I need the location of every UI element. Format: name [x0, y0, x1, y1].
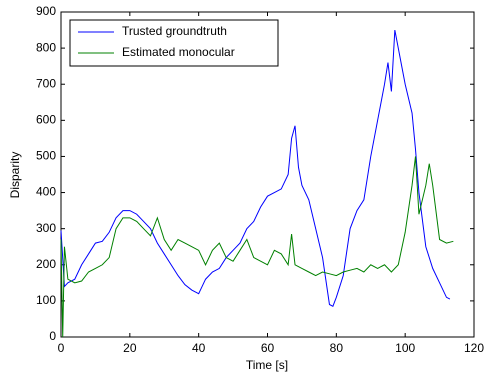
x-tick-label: 20	[123, 341, 137, 355]
y-axis-label: Disparity	[8, 152, 22, 199]
legend-label: Trusted groundtruth	[122, 24, 227, 38]
x-axis-label: Time [s]	[246, 358, 288, 372]
y-tick-label: 300	[36, 221, 56, 235]
legend-box	[69, 19, 279, 67]
y-tick-label: 500	[36, 149, 56, 163]
y-tick-label: 900	[36, 4, 56, 18]
x-tick-label: 40	[192, 341, 206, 355]
x-tick-label: 80	[330, 341, 344, 355]
y-tick-label: 200	[36, 257, 56, 271]
y-tick-label: 700	[36, 76, 56, 90]
y-tick-label: 0	[49, 329, 56, 343]
x-tick-label: 100	[395, 341, 415, 355]
x-tick-label: 120	[464, 341, 484, 355]
x-tick-label: 60	[261, 341, 275, 355]
y-tick-label: 400	[36, 185, 56, 199]
x-tick-label: 0	[58, 341, 65, 355]
y-tick-label: 100	[36, 293, 56, 307]
data-line	[60, 29, 451, 308]
y-tick-label: 600	[36, 113, 56, 127]
data-line	[60, 156, 454, 338]
y-tick-label: 800	[36, 40, 56, 54]
legend-label: Estimated monocular	[122, 45, 235, 59]
